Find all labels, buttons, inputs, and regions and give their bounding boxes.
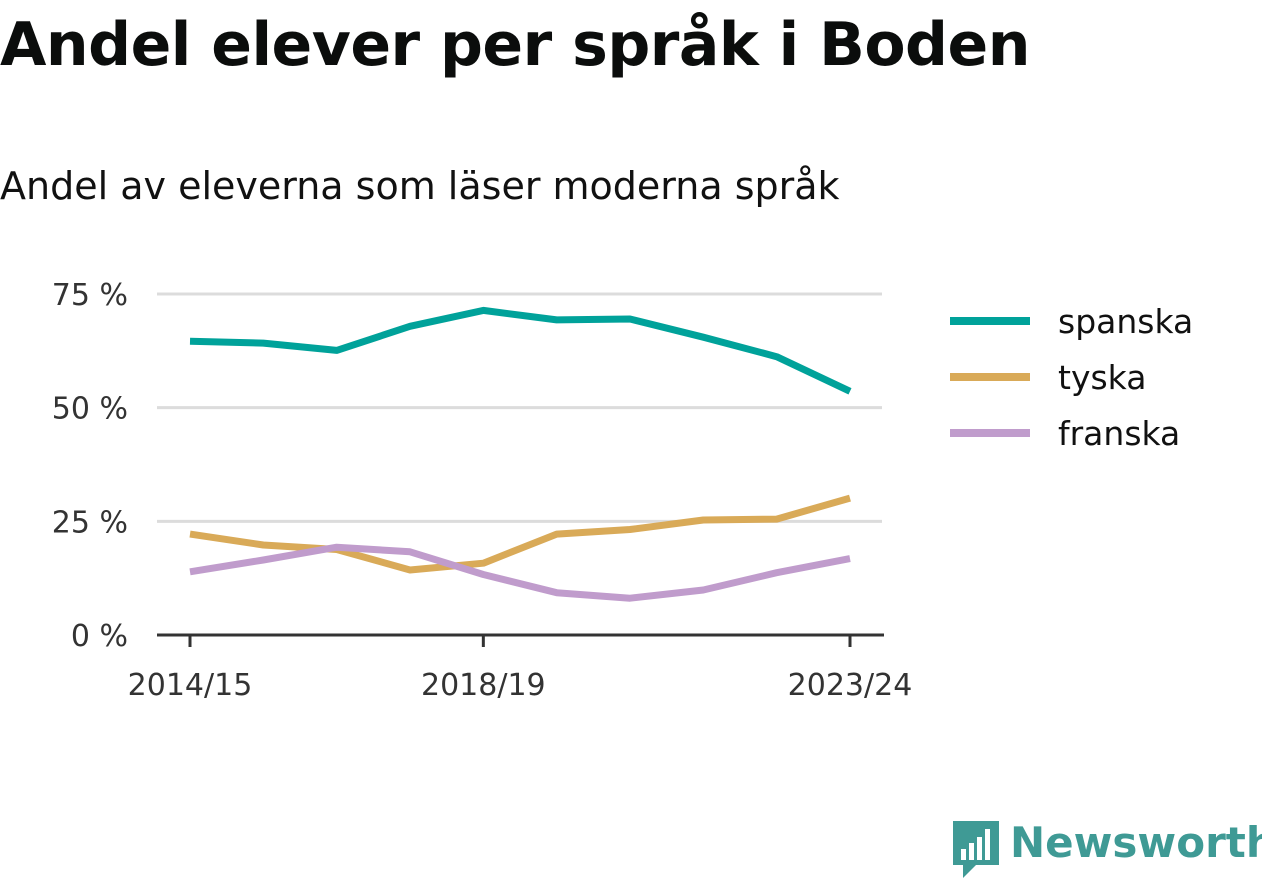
newsworthy-logo: Newsworthy <box>950 818 1262 880</box>
series-line-franska <box>189 543 851 602</box>
series-line-spanska <box>189 306 852 395</box>
y-tick-label: 25 % <box>52 505 128 540</box>
series-line-tyska <box>189 494 851 574</box>
legend: spanska tyska franska <box>950 302 1193 453</box>
x-tick-label: 2018/19 <box>421 668 546 703</box>
page-title: Andel elever per språk i Boden <box>0 10 1030 80</box>
series-lines <box>189 306 852 602</box>
legend-label-tyska: tyska <box>1058 358 1146 397</box>
grid-lines <box>157 292 882 523</box>
bar-chart-speech-bubble-icon <box>953 821 999 878</box>
y-tick-label: 0 % <box>71 619 128 654</box>
x-tick-label: 2023/24 <box>788 668 913 703</box>
chart-subtitle: Andel av eleverna som läser moderna språ… <box>0 164 840 208</box>
y-tick-label: 75 % <box>52 278 128 313</box>
y-tick-label: 50 % <box>52 392 128 427</box>
x-tick-label: 2014/15 <box>128 668 253 703</box>
x-axis: 2014/15 2018/19 2023/24 <box>128 633 913 703</box>
legend-label-spanska: spanska <box>1058 302 1193 341</box>
y-axis: 0 % 25 % 50 % 75 % <box>52 278 128 654</box>
brand-name: Newsworthy <box>1010 818 1262 867</box>
legend-label-franska: franska <box>1058 414 1180 453</box>
